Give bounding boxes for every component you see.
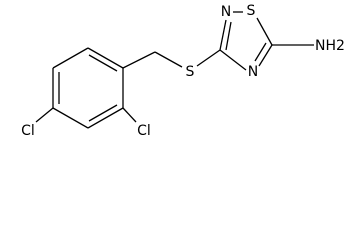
- bond: [219, 19, 227, 51]
- bond: [88, 104, 118, 122]
- structure-diagram: N S N NH2 S Cl Cl: [21, 3, 345, 139]
- bond: [87, 107, 124, 129]
- page: {"atoms": [ {"label": "N"}, {"label": "S…: [21, 3, 345, 139]
- atom-label: Cl: [21, 123, 35, 139]
- bond: [87, 47, 124, 69]
- bond: [256, 17, 273, 46]
- atom-label: NH2: [315, 38, 345, 54]
- bond: [52, 107, 89, 129]
- atom-label: Cl: [137, 123, 151, 139]
- bond: [35, 107, 54, 123]
- bond: [219, 49, 247, 71]
- atom-label: N: [248, 64, 258, 80]
- bond: [196, 49, 221, 67]
- bond: [122, 107, 137, 123]
- bond: [254, 42, 267, 62]
- bond: [88, 54, 118, 72]
- bond: [52, 47, 89, 69]
- bond: [225, 21, 232, 51]
- bond: [122, 51, 156, 69]
- bond: [154, 51, 183, 68]
- atom-label: S: [186, 64, 195, 80]
- bond: [258, 44, 273, 67]
- atom-label: S: [247, 3, 256, 19]
- bonds: [35, 11, 314, 129]
- atom-label: N: [221, 4, 231, 20]
